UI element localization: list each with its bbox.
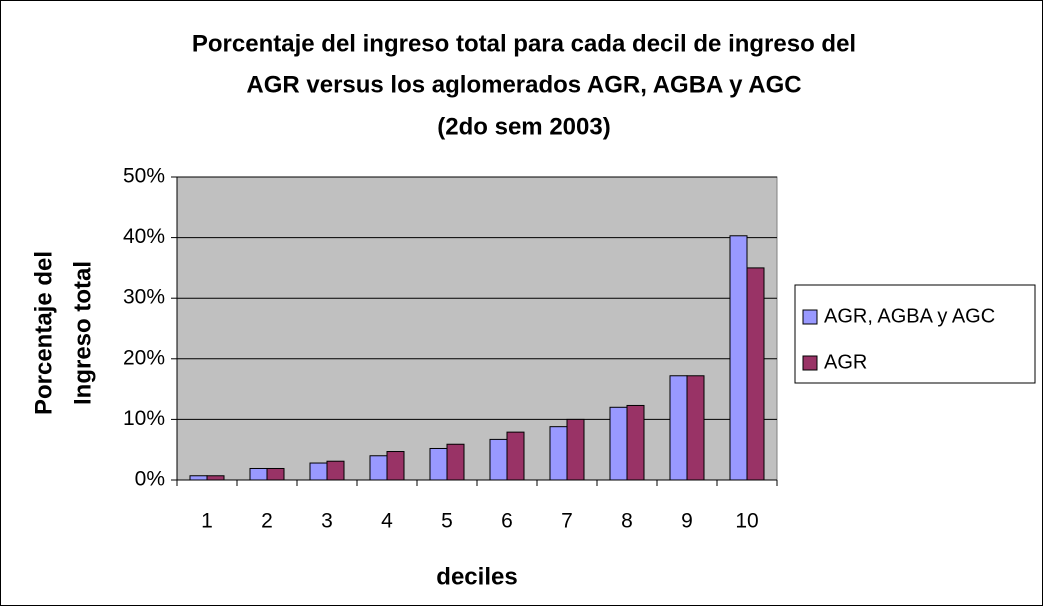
legend-swatch <box>802 309 818 325</box>
y-tick-label: 10% <box>123 407 165 430</box>
x-tick-label: 8 <box>621 510 633 533</box>
y-tick-label: 50% <box>123 165 165 188</box>
bar <box>446 443 465 481</box>
y-tick-label: 0% <box>135 468 165 491</box>
y-tick-label: 20% <box>123 346 165 369</box>
chart-title: AGR versus los aglomerados AGR, AGBA y A… <box>246 71 801 98</box>
chart-title: (2do sem 2003) <box>437 113 610 140</box>
bar <box>309 462 328 481</box>
legend-swatch <box>802 355 818 371</box>
bar <box>386 451 405 481</box>
y-axis-title: Porcentaje del <box>30 251 57 415</box>
y-axis-title: Ingreso total <box>69 261 96 405</box>
bar <box>566 418 585 481</box>
bar <box>746 267 765 481</box>
legend-label: AGR, AGBA y AGC <box>824 305 995 327</box>
bar <box>626 404 645 481</box>
y-tick-label: 30% <box>123 286 165 309</box>
bar <box>429 447 448 481</box>
x-tick-label: 4 <box>381 510 393 533</box>
x-tick-label: 6 <box>501 510 513 533</box>
x-tick-label: 7 <box>561 510 573 533</box>
x-tick-label: 3 <box>321 510 333 533</box>
bar <box>369 455 388 481</box>
bar <box>189 475 208 481</box>
legend <box>794 284 1036 384</box>
x-tick-label: 2 <box>261 510 273 533</box>
bar <box>549 426 568 481</box>
bar <box>686 375 705 481</box>
bar <box>206 475 225 481</box>
x-tick-label: 1 <box>201 510 213 533</box>
bar <box>609 406 628 481</box>
bar <box>729 235 748 481</box>
x-tick-label: 10 <box>735 510 758 533</box>
bar <box>489 438 508 481</box>
chart-title: Porcentaje del ingreso total para cada d… <box>192 30 856 57</box>
x-tick-label: 9 <box>681 510 693 533</box>
y-tick-label: 40% <box>123 225 165 248</box>
bar <box>266 467 285 481</box>
x-tick-label: 5 <box>441 510 453 533</box>
bar <box>326 460 345 481</box>
bar <box>249 467 268 481</box>
legend-label: AGR <box>824 351 867 373</box>
bar <box>669 375 688 481</box>
x-axis-title: deciles <box>436 563 517 590</box>
bar <box>506 431 525 481</box>
